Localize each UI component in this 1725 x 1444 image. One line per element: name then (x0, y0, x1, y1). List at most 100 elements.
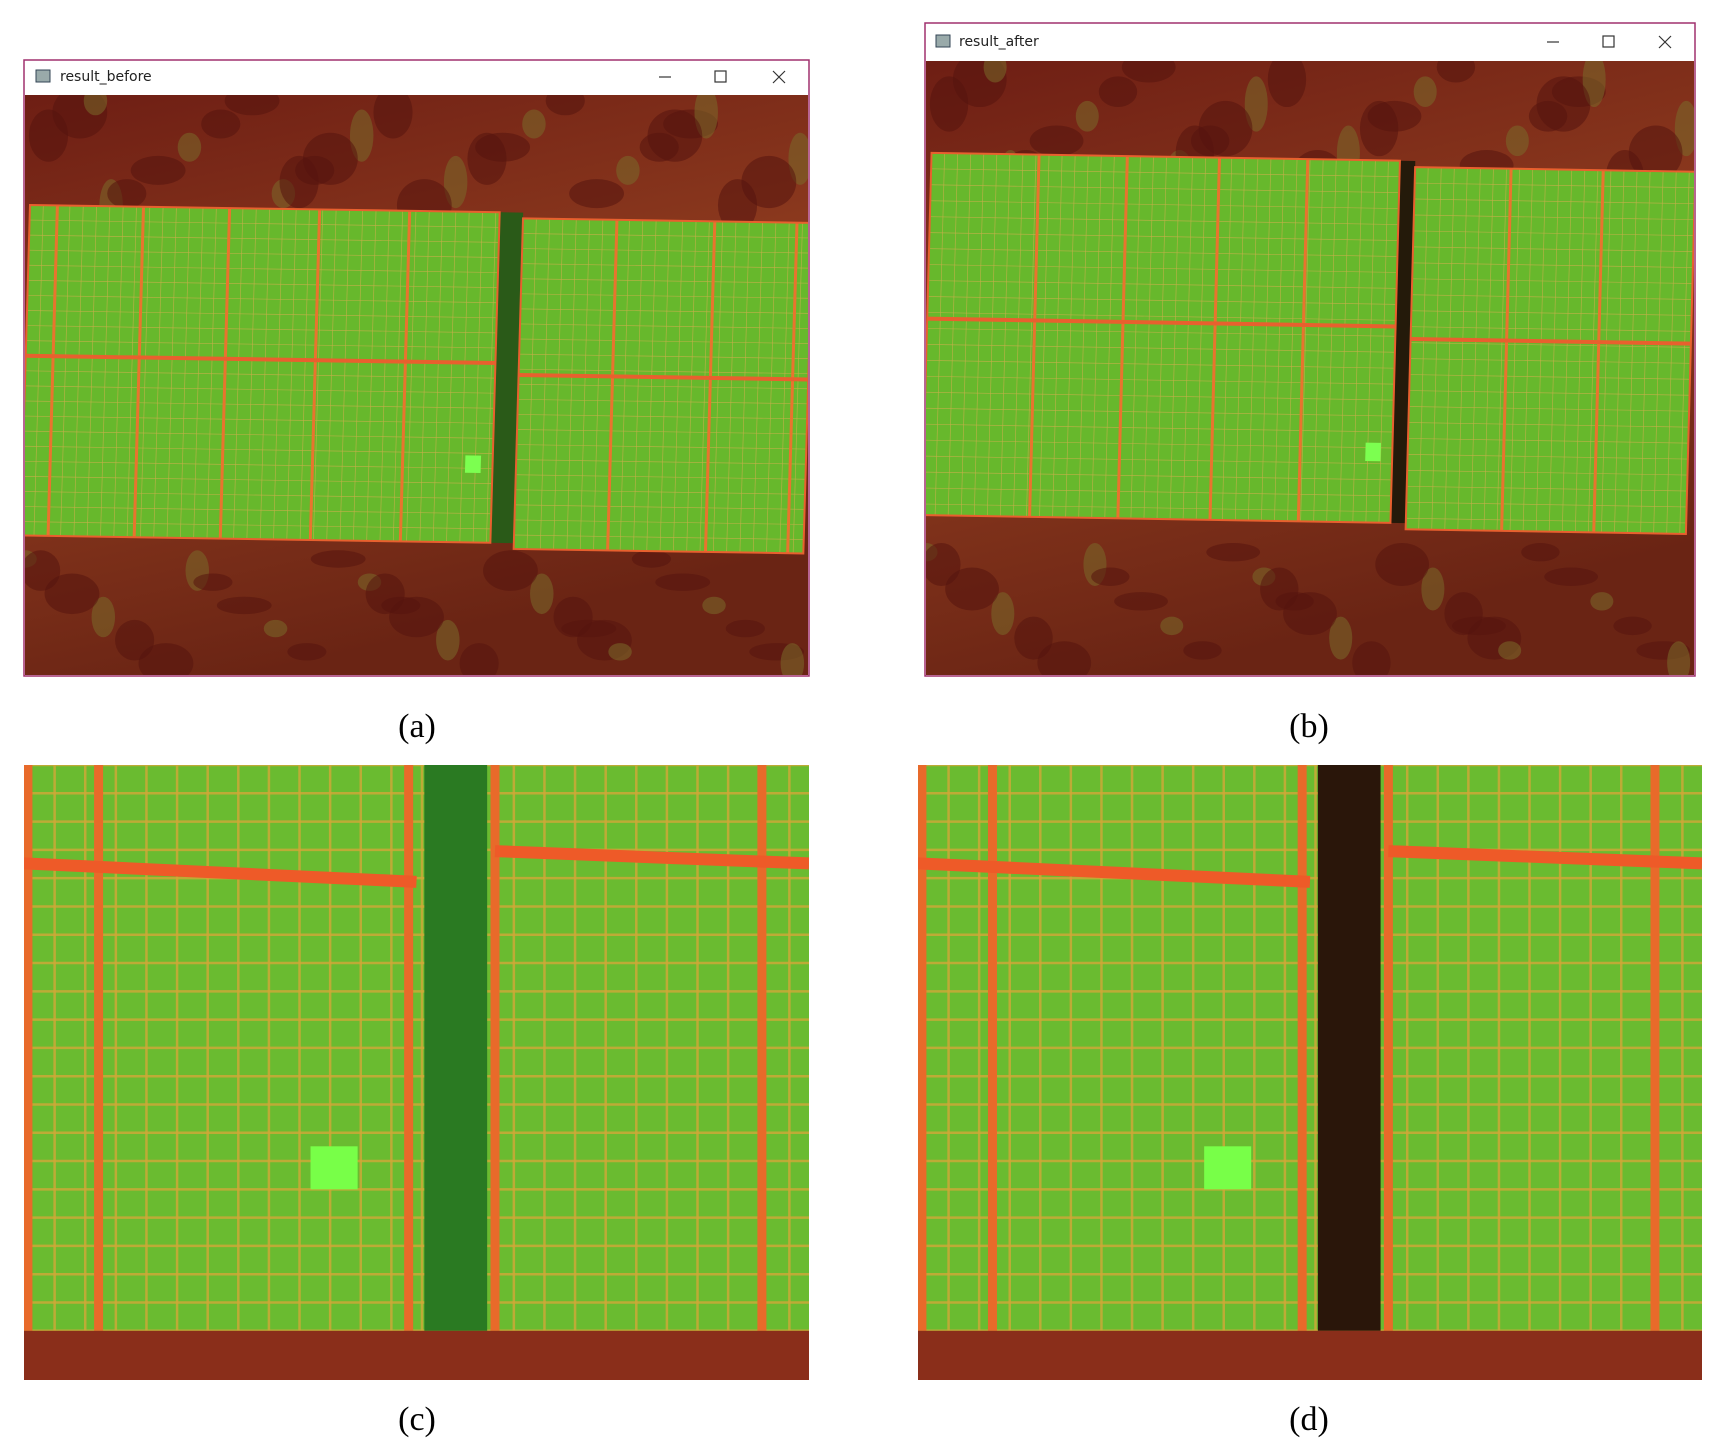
cell-line (21, 522, 491, 529)
cell-line (154, 207, 163, 538)
cell-line (523, 233, 813, 237)
vegetation (436, 619, 460, 661)
vegetation (1352, 641, 1391, 675)
cell-line (925, 408, 1393, 416)
gap-shadow (490, 212, 524, 544)
cell-line (260, 209, 269, 540)
cell-line (928, 281, 1396, 289)
cell-line (1366, 160, 1375, 522)
cell-line (1131, 156, 1140, 518)
cell-line (521, 279, 811, 283)
cell-line (247, 208, 256, 539)
ground (918, 1330, 1702, 1380)
cell-line (127, 207, 136, 538)
cell-line (1536, 169, 1545, 531)
vegetation (631, 550, 671, 568)
frame-line (788, 223, 797, 554)
cell-line (1412, 295, 1692, 300)
frame-line (705, 221, 714, 552)
vegetation (725, 619, 765, 638)
cell-line (740, 222, 749, 553)
cell-line (1408, 438, 1688, 443)
array-border (922, 153, 1400, 523)
vegetation (608, 643, 632, 661)
vegetation (389, 596, 444, 638)
cell-line (928, 297, 1396, 305)
cell-line (87, 206, 96, 537)
vegetation (545, 95, 585, 116)
vegetation (83, 95, 108, 116)
cell-line (1412, 279, 1692, 284)
cell-line (517, 445, 807, 449)
vegetation (28, 109, 69, 162)
cell-line (931, 169, 1399, 177)
vegetation (522, 109, 546, 139)
cell-line (753, 222, 762, 553)
cell-line (1301, 159, 1310, 521)
caption: (d) (1289, 1401, 1329, 1438)
cell-line (926, 360, 1394, 368)
frame-line (1502, 169, 1511, 531)
arrays (922, 153, 1694, 534)
zoom-after (918, 765, 1702, 1380)
cell-line (673, 221, 682, 552)
cell-line (713, 222, 722, 553)
vegetation (702, 596, 726, 615)
vegetation (530, 573, 554, 615)
vegetation (130, 155, 186, 185)
cell-line (925, 392, 1393, 400)
cell-line (1410, 359, 1690, 364)
frame-line (310, 209, 319, 540)
frame-line (608, 220, 617, 551)
cell-line (1407, 470, 1687, 475)
cell-line (180, 207, 189, 538)
close-button[interactable] (1658, 35, 1672, 49)
maximize-button[interactable] (714, 70, 727, 83)
vegetation (1029, 125, 1084, 157)
cell-line (473, 212, 482, 543)
cell-line (25, 371, 495, 378)
cell-line (1053, 155, 1062, 517)
cell-line (1614, 171, 1623, 533)
cell-line (700, 221, 709, 552)
maximize-button[interactable] (1602, 35, 1615, 48)
vegetation (1367, 100, 1422, 132)
cell-line (29, 250, 499, 257)
vegetation (44, 573, 100, 615)
cell-line (167, 207, 176, 538)
cell-line (1274, 159, 1283, 521)
cell-line (1414, 215, 1694, 220)
cell-line (1413, 247, 1693, 252)
cell-line (1340, 160, 1349, 522)
close-button[interactable] (772, 70, 786, 84)
cell-line (527, 219, 536, 550)
cell-line (447, 212, 456, 543)
frame-line (220, 208, 229, 539)
cell-line (1000, 154, 1009, 516)
cell-line (393, 211, 402, 542)
vegetation (475, 132, 531, 162)
cell-line (207, 208, 216, 539)
cell-line (1497, 169, 1506, 531)
window-icon (935, 34, 951, 48)
cell-line (521, 294, 811, 298)
vegetation (1452, 616, 1506, 636)
cell-line (514, 535, 804, 539)
cell-line (1432, 168, 1441, 530)
vegetation (263, 619, 288, 638)
cell-line (29, 235, 499, 242)
cell-line (1575, 170, 1584, 532)
cell-line (516, 475, 806, 479)
arrays (21, 205, 813, 554)
frame-line (400, 211, 409, 542)
vegetation (569, 179, 624, 209)
vegetation (216, 596, 272, 615)
window-title: result_after (959, 34, 1039, 50)
cell-line (1641, 171, 1650, 533)
cell-line (518, 384, 808, 388)
vegetation (279, 155, 319, 209)
vegetation (780, 643, 805, 675)
vegetation (929, 76, 969, 132)
